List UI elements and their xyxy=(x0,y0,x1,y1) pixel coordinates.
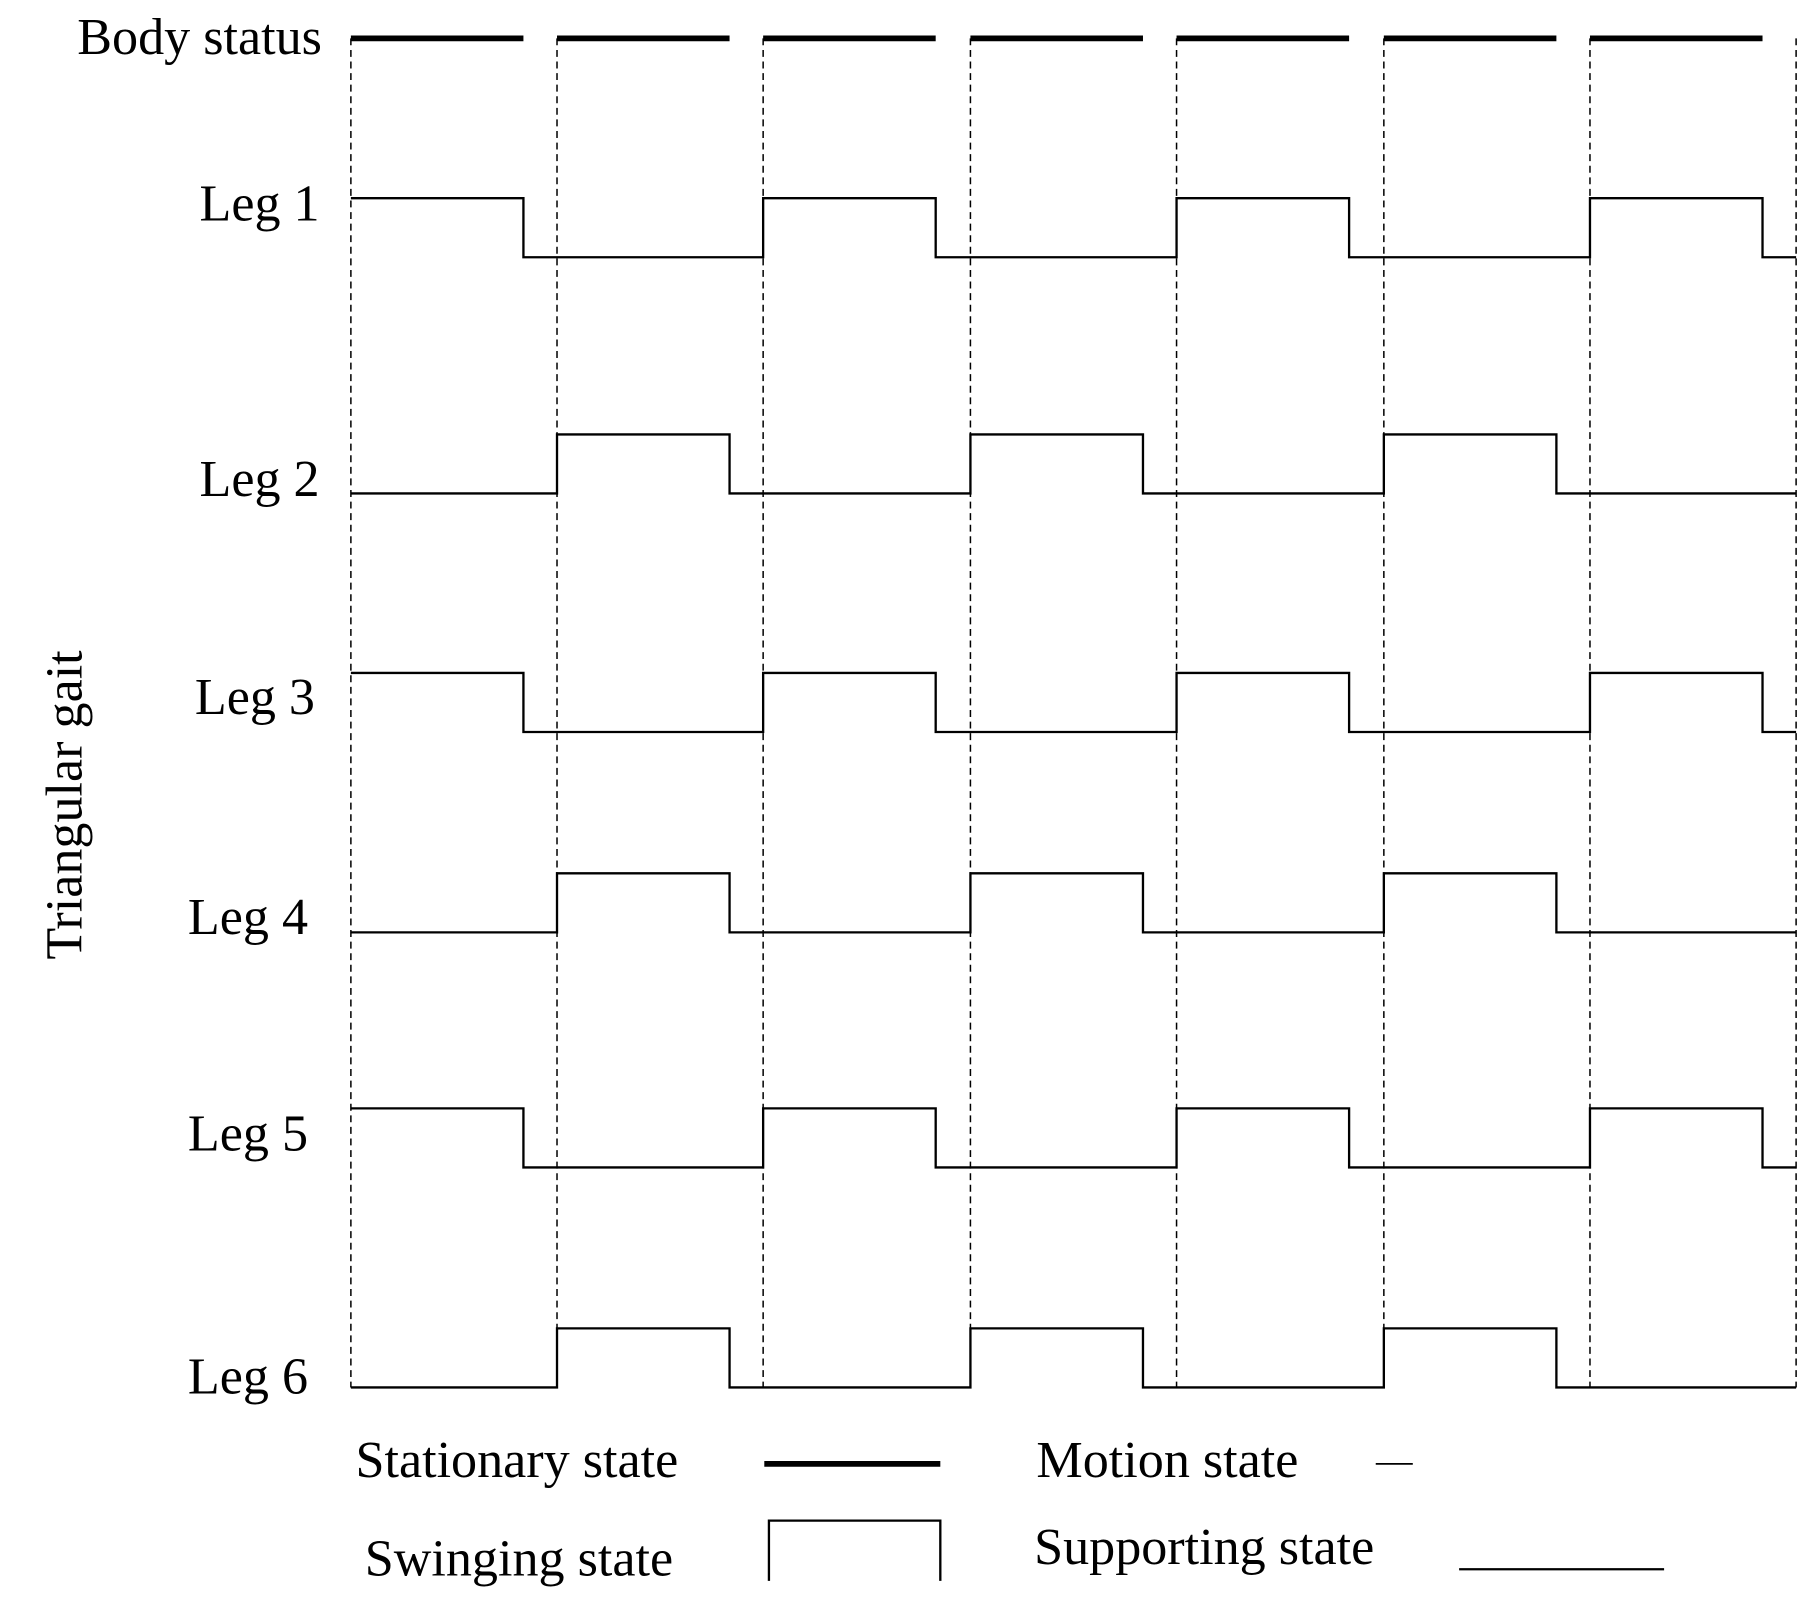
body-status-label: Body status xyxy=(77,9,322,66)
leg-label: Leg 1 xyxy=(200,176,320,233)
leg-wave xyxy=(350,1107,1797,1169)
leg-label: Leg 6 xyxy=(188,1349,308,1406)
legend-label: Supporting state xyxy=(1034,1519,1374,1576)
legend-label: Swinging state xyxy=(365,1530,673,1587)
legend-swinging xyxy=(767,1519,942,1581)
leg-wave xyxy=(350,1327,1797,1389)
leg-label: Leg 4 xyxy=(188,889,308,946)
leg-wave xyxy=(350,197,1797,259)
leg-wave xyxy=(350,433,1797,495)
legend-label: Stationary state xyxy=(356,1432,679,1489)
leg-label: Leg 2 xyxy=(200,451,320,508)
legend-label: Motion state xyxy=(1036,1432,1298,1489)
y-axis-title: Triangular gait xyxy=(36,650,93,960)
leg-wave xyxy=(350,872,1797,934)
leg-wave xyxy=(350,671,1797,734)
leg-label: Leg 3 xyxy=(195,669,315,726)
leg-label: Leg 5 xyxy=(188,1105,308,1162)
